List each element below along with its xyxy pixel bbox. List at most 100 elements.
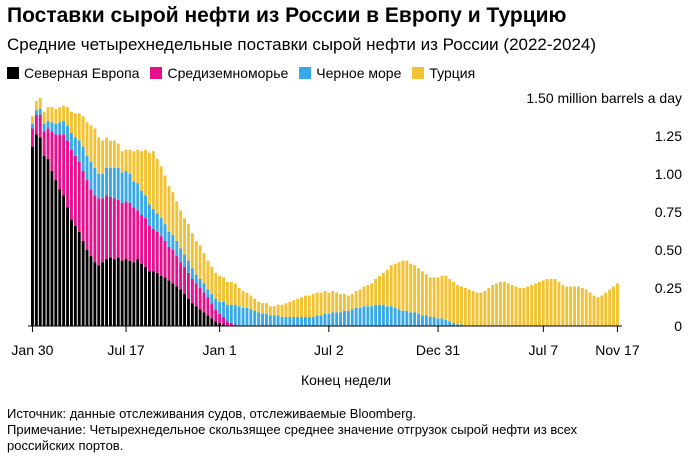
bar-segment-s3-w117 [487,288,491,326]
bar-segment-s1-w7 [58,134,62,190]
bar-segment-s2-w9 [66,125,69,141]
bar-segment-s2-w22 [116,167,120,200]
bar-segment-s3-w119 [495,283,498,326]
bar-segment-s3-w83 [354,291,358,308]
bar-segment-s0-w42 [194,306,198,326]
bar-segment-s3-w23 [120,151,124,173]
y-tick-label: 1.00 [655,166,682,182]
x-tick-label: Nov 17 [595,342,640,358]
bar-segment-s2-w63 [276,315,280,326]
bar-segment-s3-w58 [257,301,261,313]
bar-segment-s2-w0 [31,123,34,129]
bar-segment-s0-w30 [148,271,151,326]
bar-segment-s3-w56 [249,295,253,310]
bar-segment-s1-w46 [210,303,214,319]
bar-segment-s0-w36 [171,283,175,326]
bar-segment-s3-w57 [253,298,257,311]
bar-segment-s2-w104 [436,318,440,326]
bar-segment-s3-w6 [54,108,58,124]
bar-segment-s2-w92 [389,306,393,326]
x-tick-label: Jul 2 [314,342,344,358]
bar-segment-s1-w18 [101,198,105,263]
bar-segment-s3-w97 [409,263,413,313]
bar-segment-s3-w34 [163,175,167,225]
bar-segment-s0-w19 [105,259,108,326]
bar-segment-s1-w28 [140,215,144,264]
bar-segment-s2-w8 [62,120,66,135]
bar-segment-s2-w46 [210,294,214,304]
bar-segment-s2-w57 [253,310,257,326]
bar-segment-s3-w18 [101,140,105,174]
bar-segment-s3-w25 [128,149,132,174]
bar-segment-s0-w0 [31,146,34,326]
bar-segment-s2-w42 [194,274,198,284]
bar-segment-s2-w28 [140,190,144,216]
bar-segment-s3-w102 [428,277,432,317]
bar-segment-s2-w73 [315,315,319,326]
bar-segment-s3-w45 [206,260,210,290]
chart-title: Поставки сырой нефти из России в Европу … [7,4,567,27]
bar-segment-s2-w6 [54,123,58,135]
bar-segment-s3-w146 [600,295,604,326]
bar-segment-s0-w1 [34,134,38,326]
bar-segment-s3-w134 [553,278,557,326]
bar-segment-s0-w27 [136,259,140,326]
bar-segment-s3-w73 [315,292,319,316]
bar-segment-s3-w147 [604,292,608,326]
bar-segment-s0-w34 [163,277,167,326]
bar-segment-s3-w75 [323,291,327,314]
bar-segment-s0-w46 [210,318,214,326]
bar-segment-s3-w54 [241,291,245,308]
bar-segment-s3-w101 [424,274,428,316]
bar-segment-s2-w27 [136,183,140,211]
bar-segment-s2-w76 [327,313,331,326]
bar-segment-s2-w95 [401,310,405,326]
bar-segment-s3-w100 [421,271,424,316]
bar-segment-s2-w35 [167,231,171,247]
bar-segment-s3-w91 [385,269,389,307]
bar-segment-s1-w50 [226,321,229,326]
bar-segment-s2-w21 [112,167,116,199]
bar-segment-s0-w21 [112,259,116,326]
bar-segment-s0-w37 [175,286,179,326]
bar-segment-s2-w34 [163,224,167,241]
bar-segment-s3-w90 [382,272,385,305]
bar-segment-s1-w14 [85,180,89,250]
bar-segment-s3-w86 [366,284,370,307]
bar-segment-s1-w23 [120,202,124,261]
bar-segment-s1-w24 [124,201,128,260]
bar-segment-s1-w29 [144,218,147,267]
bar-segment-s2-w38 [179,248,183,263]
bar-segment-s3-w80 [343,294,346,311]
bar-segment-s2-w56 [249,309,253,326]
bar-segment-s3-w51 [229,281,233,305]
bar-segment-s3-w105 [440,275,444,319]
bar-segment-s1-w38 [179,262,183,290]
bar-segment-s2-w51 [229,304,233,323]
legend-swatch-black-sea [299,67,312,79]
bar-segment-s3-w49 [222,277,225,302]
bar-segment-s0-w20 [109,257,112,326]
bar-segment-s3-w106 [444,275,448,320]
bar-segment-s2-w99 [417,313,420,326]
legend-label-mediterranean: Средиземноморье [167,65,289,81]
bar-segment-s1-w35 [167,246,171,281]
bar-segment-s2-w15 [89,161,93,190]
bar-segment-s2-w18 [101,174,105,199]
bar-segment-s1-w43 [198,288,202,310]
bar-segment-s2-w109 [456,324,459,326]
bar-segment-s1-w25 [128,202,132,261]
bar-segment-s0-w35 [167,280,171,326]
bar-segment-s3-w94 [397,262,401,310]
legend-swatch-north-europe [7,67,19,79]
bar-segment-s3-w38 [179,210,183,249]
bar-segment-s3-w148 [608,289,612,326]
bar-segment-s0-w22 [116,257,120,326]
bar-segment-s2-w84 [358,307,362,326]
bar-segment-s2-w52 [233,304,237,325]
bar-segment-s3-w95 [401,260,405,311]
bar-segment-s2-w96 [405,310,409,326]
bar-segment-s3-w109 [456,284,459,325]
bar-segment-s3-w65 [284,303,288,317]
bar-segment-s3-w127 [526,286,530,326]
